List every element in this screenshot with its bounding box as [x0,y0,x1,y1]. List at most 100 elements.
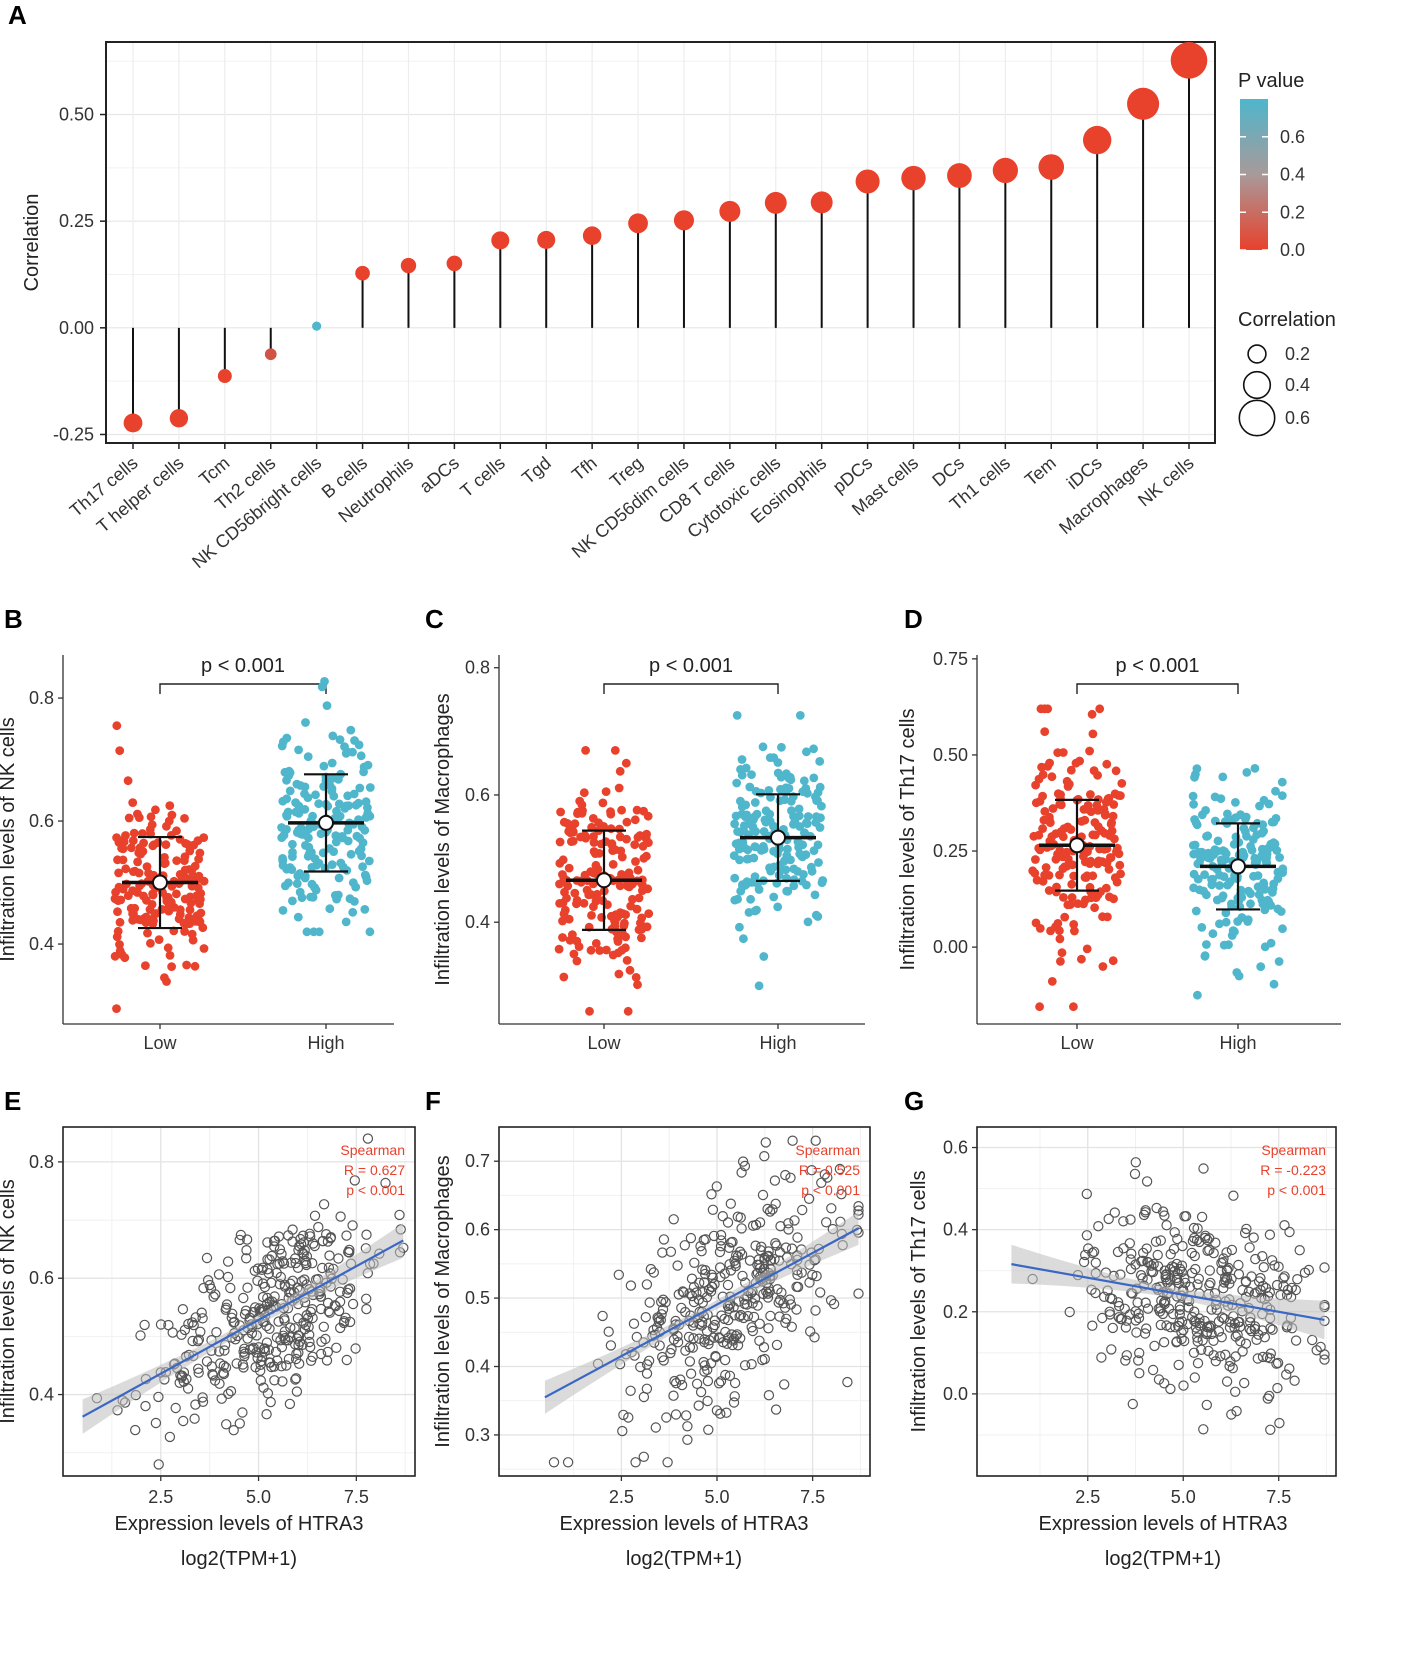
data-point [1246,899,1255,909]
data-point [662,1457,673,1468]
lollipop-point [123,413,143,433]
data-point [741,1299,753,1310]
data-point [634,925,644,935]
data-point [1221,1265,1233,1277]
data-point [113,907,122,917]
data-point [294,745,303,755]
data-point [799,870,808,879]
data-point [1258,1261,1270,1273]
data-point [813,840,823,850]
data-point [589,832,598,841]
lollipop-point [947,163,972,188]
data-point [187,929,197,939]
data-point [143,928,152,938]
data-point [623,1006,633,1016]
data-point [346,725,356,735]
data-point [722,1279,734,1291]
data-point [113,926,123,936]
data-point [1275,853,1284,862]
data-point [209,1375,221,1386]
data-point [261,1408,272,1420]
data-point [1133,1312,1145,1324]
data-point [591,860,601,870]
data-point [195,1326,206,1338]
data-point [1265,1424,1276,1436]
data-point [155,1319,167,1330]
data-point [1155,1235,1167,1246]
data-point [672,1336,684,1348]
data-point [1272,846,1282,855]
data-point [242,1333,253,1344]
lollipop-point [810,191,833,214]
data-point [1028,866,1038,876]
data-point [789,881,799,891]
data-point [172,826,181,836]
data-point [1103,1213,1114,1225]
xtick-label: 5.0 [1171,1487,1196,1507]
data-point [1272,1357,1284,1369]
data-point [1176,1260,1188,1271]
data-point [115,746,125,755]
data-point [197,1392,208,1403]
data-point [199,944,209,953]
data-point [1081,1188,1093,1200]
data-point [1141,1243,1152,1254]
data-point [681,1410,692,1421]
data-point [1193,1273,1205,1285]
ytick-label: 0.00 [933,937,968,957]
data-point [1171,1274,1183,1286]
data-point [1173,1359,1184,1371]
data-point [1266,1255,1278,1266]
data-point [1121,1315,1132,1326]
data-point [630,1457,641,1468]
data-point [723,1314,734,1326]
data-point [1158,1378,1170,1389]
data-point [771,1240,782,1251]
data-point [1096,1352,1107,1363]
data-point [797,1204,808,1216]
data-point [1059,893,1068,902]
legend-p-label: 0.0 [1280,240,1305,260]
data-point [615,766,625,776]
data-point [201,1252,213,1264]
data-point [1057,948,1067,958]
data-point [715,1408,726,1419]
data-point [1235,1335,1246,1347]
data-point [1194,1317,1205,1329]
data-point [1053,748,1063,757]
data-point [638,886,647,895]
data-point [806,1164,817,1176]
data-point [802,880,811,890]
data-point [196,1307,207,1318]
data-point [566,828,575,838]
data-point [322,701,332,710]
data-point [217,1367,229,1379]
data-point [634,893,644,903]
legend-p-title: P value [1238,70,1304,92]
data-point [277,1376,288,1387]
data-point [294,1240,305,1252]
data-point [1139,1328,1151,1339]
x-axis-label-unit: log2(TPM+1) [181,1548,297,1570]
data-point [1178,1380,1189,1391]
data-point [289,1339,301,1350]
data-point [1224,878,1234,888]
data-point [201,1356,213,1367]
data-point [679,1240,691,1251]
data-point [637,913,647,923]
data-point [760,1137,772,1148]
data-point [815,1287,826,1298]
data-point [1107,1322,1119,1334]
data-point [1240,1338,1252,1349]
data-point [225,1385,237,1397]
data-point [223,1388,234,1400]
data-point [1058,832,1068,842]
data-point [333,890,343,900]
xtick-label: Tcm [195,453,233,490]
ytick-label: 0.4 [465,1357,490,1377]
data-point [770,1404,782,1415]
data-point [252,1275,263,1287]
panel-g: G 0.0 0.2 0.4 0.6 2.5 5.0 7.5 Infiltration level… [904,1086,1337,1570]
data-point [598,896,608,906]
ytick-label: 0.7 [465,1151,490,1171]
